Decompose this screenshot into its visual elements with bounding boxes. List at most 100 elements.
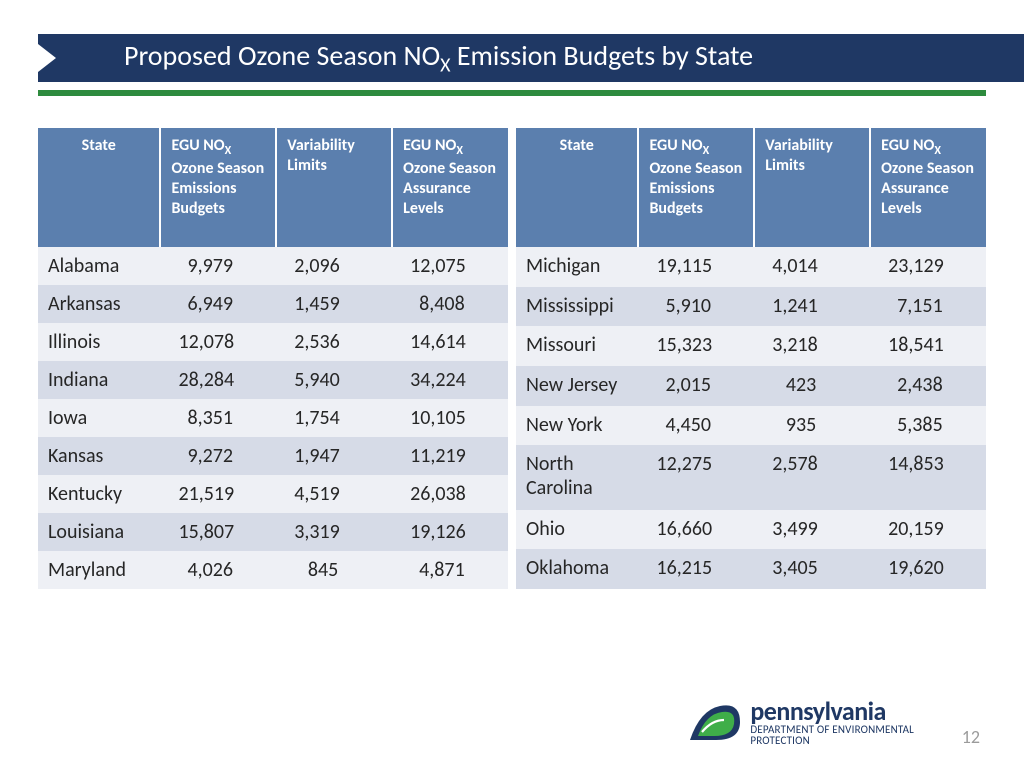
cell-budget: 15,323: [638, 326, 754, 366]
logo-text: pennsylvania DEPARTMENT OF ENVIRONMENTAL…: [750, 698, 914, 746]
tables-container: State EGU NOX Ozone Season Emissions Bud…: [38, 128, 986, 589]
cell-variability: 5,940: [276, 361, 392, 399]
cell-budget: 12,078: [160, 323, 276, 361]
cell-state: Ohio: [516, 510, 638, 550]
cell-state: Iowa: [38, 399, 160, 437]
table-row: Maryland 4,026 845 4,871: [38, 551, 508, 589]
cell-assurance: 11,219: [392, 437, 508, 475]
cell-assurance: 26,038: [392, 475, 508, 513]
left-tbody: Alabama 9,9792,09612,075Arkansas 6,9491,…: [38, 247, 508, 589]
cell-assurance: 34,224: [392, 361, 508, 399]
table-row: Mississippi 5,9101,241 7,151: [516, 287, 986, 327]
cell-state: Alabama: [38, 247, 160, 285]
th-state: State: [38, 128, 160, 247]
cell-state: Missouri: [516, 326, 638, 366]
cell-variability: 1,754: [276, 399, 392, 437]
cell-budget: 9,272: [160, 437, 276, 475]
cell-state: Michigan: [516, 247, 638, 287]
cell-variability: 3,218: [754, 326, 870, 366]
budgets-table-right: State EGU NOX Ozone Season Emissions Bud…: [516, 128, 986, 589]
cell-budget: 28,284: [160, 361, 276, 399]
table-row: North Carolina12,2752,57814,853: [516, 445, 986, 510]
cell-variability: 4,014: [754, 247, 870, 287]
th-budgets: EGU NOX Ozone Season Emissions Budgets: [638, 128, 754, 247]
cell-state: Illinois: [38, 323, 160, 361]
cell-budget: 6,949: [160, 285, 276, 323]
cell-budget: 16,215: [638, 549, 754, 589]
cell-state: Maryland: [38, 551, 160, 589]
cell-budget: 4,026: [160, 551, 276, 589]
cell-assurance: 18,541: [870, 326, 986, 366]
cell-budget: 12,275: [638, 445, 754, 510]
table-row: Alabama 9,9792,09612,075: [38, 247, 508, 285]
cell-state: Louisiana: [38, 513, 160, 551]
cell-variability: 3,405: [754, 549, 870, 589]
th-variability: Variability Limits: [276, 128, 392, 247]
cell-variability: 935: [754, 406, 870, 446]
cell-variability: 423: [754, 366, 870, 406]
cell-budget: 19,115: [638, 247, 754, 287]
cell-state: Kansas: [38, 437, 160, 475]
table-row: Oklahoma16,2153,40519,620: [516, 549, 986, 589]
cell-assurance: 19,126: [392, 513, 508, 551]
cell-budget: 9,979: [160, 247, 276, 285]
table-row: New Jersey 2,015 423 2,438: [516, 366, 986, 406]
cell-assurance: 5,385: [870, 406, 986, 446]
cell-state: North Carolina: [516, 445, 638, 510]
cell-assurance: 10,105: [392, 399, 508, 437]
th-state: State: [516, 128, 638, 247]
logo-org-name: pennsylvania: [750, 698, 914, 724]
cell-state: Kentucky: [38, 475, 160, 513]
cell-budget: 21,519: [160, 475, 276, 513]
cell-budget: 16,660: [638, 510, 754, 550]
cell-state: Mississippi: [516, 287, 638, 327]
footer-logo: pennsylvania DEPARTMENT OF ENVIRONMENTAL…: [688, 698, 914, 746]
cell-budget: 2,015: [638, 366, 754, 406]
cell-variability: 845: [276, 551, 392, 589]
table-row: Ohio16,6603,49920,159: [516, 510, 986, 550]
table-row: Kansas 9,2721,94711,219: [38, 437, 508, 475]
th-variability: Variability Limits: [754, 128, 870, 247]
cell-budget: 4,450: [638, 406, 754, 446]
green-rule: [38, 90, 986, 96]
cell-assurance: 14,614: [392, 323, 508, 361]
table-row: Illinois12,0782,53614,614: [38, 323, 508, 361]
right-tbody: Michigan19,1154,01423,129Mississippi 5,9…: [516, 247, 986, 589]
cell-assurance: 19,620: [870, 549, 986, 589]
dep-logo-icon: [688, 700, 742, 744]
cell-state: Indiana: [38, 361, 160, 399]
th-assurance: EGU NOX Ozone Season Assurance Levels: [392, 128, 508, 247]
table-row: Arkansas 6,9491,459 8,408: [38, 285, 508, 323]
th-budgets: EGU NOX Ozone Season Emissions Budgets: [160, 128, 276, 247]
cell-assurance: 4,871: [392, 551, 508, 589]
table-row: Missouri15,3233,21818,541: [516, 326, 986, 366]
slide-title: Proposed Ozone Season NOX Emission Budge…: [124, 38, 753, 78]
table-row: New York 4,450 935 5,385: [516, 406, 986, 446]
logo-dept-line2: PROTECTION: [750, 735, 914, 746]
cell-variability: 1,459: [276, 285, 392, 323]
cell-assurance: 7,151: [870, 287, 986, 327]
cell-assurance: 2,438: [870, 366, 986, 406]
cell-variability: 1,947: [276, 437, 392, 475]
page-number: 12: [962, 726, 980, 748]
th-assurance: EGU NOX Ozone Season Assurance Levels: [870, 128, 986, 247]
table-row: Indiana28,2845,94034,224: [38, 361, 508, 399]
cell-variability: 2,578: [754, 445, 870, 510]
cell-state: New York: [516, 406, 638, 446]
cell-assurance: 14,853: [870, 445, 986, 510]
cell-assurance: 23,129: [870, 247, 986, 287]
budgets-table-left: State EGU NOX Ozone Season Emissions Bud…: [38, 128, 508, 589]
cell-budget: 15,807: [160, 513, 276, 551]
cell-variability: 2,536: [276, 323, 392, 361]
cell-variability: 1,241: [754, 287, 870, 327]
cell-state: Arkansas: [38, 285, 160, 323]
table-row: Kentucky21,5194,51926,038: [38, 475, 508, 513]
cell-variability: 2,096: [276, 247, 392, 285]
title-bar: Proposed Ozone Season NOX Emission Budge…: [38, 34, 1024, 82]
cell-state: Oklahoma: [516, 549, 638, 589]
table-row: Michigan19,1154,01423,129: [516, 247, 986, 287]
cell-variability: 3,499: [754, 510, 870, 550]
title-notch: [38, 44, 56, 72]
cell-assurance: 8,408: [392, 285, 508, 323]
cell-budget: 5,910: [638, 287, 754, 327]
